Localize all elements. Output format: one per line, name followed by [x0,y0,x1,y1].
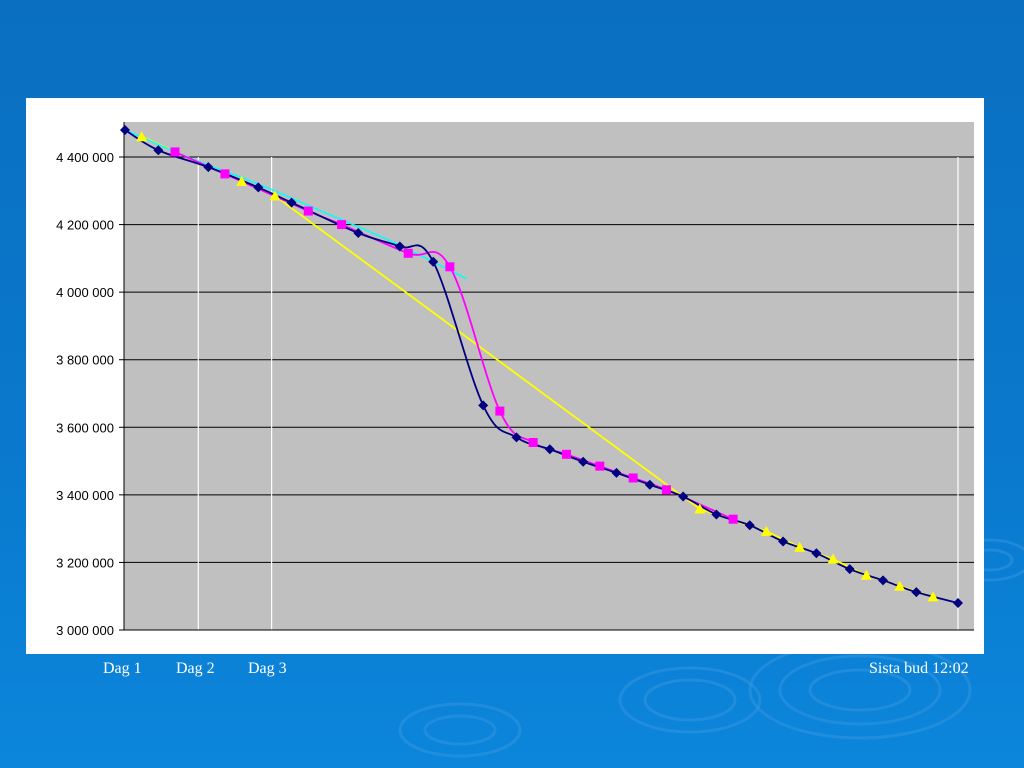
series-0-point-8 [478,400,489,411]
y-tick-label-0: 3 000 000 [56,623,114,638]
series-2-point-2 [269,190,281,201]
series-0-point-3 [253,182,264,193]
series-1-point-8 [561,449,571,459]
series-0-point-16 [744,520,755,531]
y-tick-label-6: 4 200 000 [56,218,114,233]
series-2-point-0 [136,131,148,142]
series-2-point-4 [760,525,772,536]
series-0-point-5 [353,228,364,239]
series-2-point-1 [236,175,248,186]
y-tick-label-4: 3 800 000 [56,353,114,368]
y-tick-label-3: 3 600 000 [56,420,114,435]
series-0-point-14 [678,491,689,502]
series-1-point-6 [495,406,505,416]
line-chart: 3 000 000 3 200 000 3 400 000 3 600 000 3 80… [56,122,974,638]
series-2-point-8 [894,580,906,591]
x-label-final-bid: Sista bud 12:02 [869,660,969,677]
series-0-point-20 [878,575,889,586]
series-2-point-6 [827,553,839,564]
series-0-point-2 [203,162,214,173]
series-0-point-21 [911,587,922,598]
series-2-point-9 [927,591,939,602]
x-label-day-3: Dag 3 [248,660,287,677]
series-0-point-19 [844,564,855,575]
series-2-point-7 [860,569,872,580]
series-0-point-10 [544,444,555,455]
series-1-point-4 [403,248,413,258]
y-tick-label-5: 4 000 000 [56,285,114,300]
series-0-point-11 [578,456,589,467]
series-0-point-17 [778,536,789,547]
series-0-point-4 [286,197,297,208]
series-0-point-1 [153,145,164,156]
y-tick-label-2: 3 400 000 [56,488,114,503]
series-2-point-5 [794,541,806,552]
y-tick-label-1: 3 200 000 [56,555,114,570]
series-2-point-3 [694,503,706,514]
series-0-point-7 [428,256,439,267]
plot-area [124,122,974,630]
series-1-point-2 [303,206,313,216]
x-label-day-1: Dag 1 [103,660,142,677]
series-0-point-18 [811,548,822,559]
series-1-point-0 [170,147,180,157]
series-0-point-12 [611,467,622,478]
x-label-day-2: Dag 2 [176,660,215,677]
series-0-point-22 [953,597,963,608]
series-0-point-9 [511,432,522,443]
series-0-point-15 [711,509,722,520]
y-tick-label-7: 4 400 000 [56,150,114,165]
series-1-point-3 [337,220,347,230]
chart-panel: 3 000 000 3 200 000 3 400 000 3 600 000 3 80… [26,98,984,654]
series-1-point-11 [661,485,671,495]
series-0-point-6 [394,241,405,252]
series-1-point-5 [445,262,455,272]
series-1-point-7 [528,437,538,447]
series-1-point-9 [595,461,605,471]
series-1-point-10 [628,473,638,483]
series-0-point-0 [120,124,130,135]
series-0-line [124,129,959,604]
series-1-point-1 [220,169,230,179]
series-1-point-12 [728,514,738,524]
series-0-point-13 [644,479,655,490]
